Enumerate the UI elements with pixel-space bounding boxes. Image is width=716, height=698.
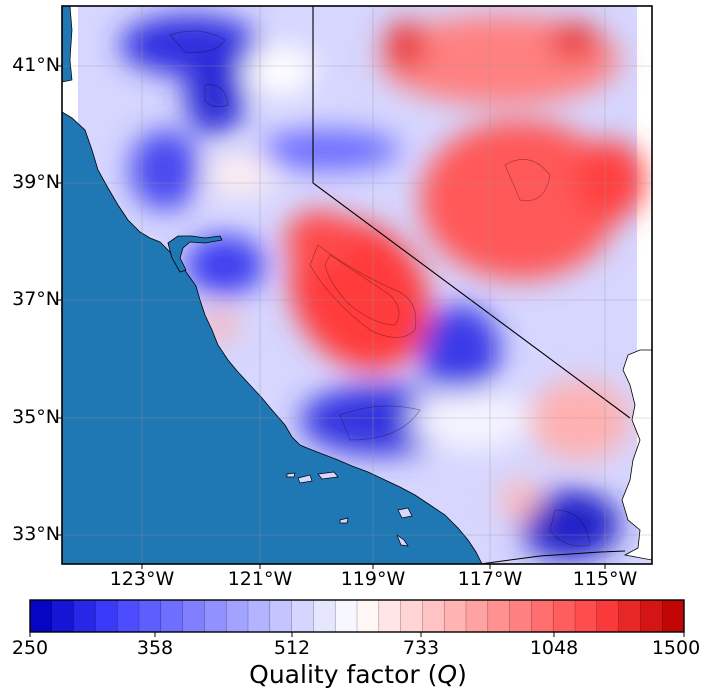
colorbar-cell <box>596 599 620 633</box>
q-high-northeast <box>550 22 600 58</box>
colorbar-cell <box>378 599 402 633</box>
colorbar-tick-1500: 1500 <box>651 637 701 659</box>
q-mid-sacramento <box>205 155 275 195</box>
colorbar-cell <box>661 599 685 633</box>
q-high-south <box>500 480 540 520</box>
q-high-east <box>575 140 645 220</box>
contour-lines <box>169 30 591 547</box>
colorbar-tick-1048: 1048 <box>529 637 579 659</box>
lat-label-33: 33°N <box>12 523 60 545</box>
colorbar-title-prefix: Quality factor ( <box>249 660 438 689</box>
q-high-nevada <box>420 120 620 280</box>
colorbar-cell <box>509 599 532 633</box>
q-mid-north <box>245 45 315 95</box>
colorbar-tick-250: 250 <box>11 637 49 659</box>
colorbar-cell <box>400 599 423 633</box>
lon-label-121: 121°W <box>227 568 293 590</box>
q-low-coast-north <box>130 130 200 210</box>
colorbar-tick-358: 358 <box>136 637 174 659</box>
lat-label-37: 37°N <box>12 288 60 310</box>
colorbar-cell <box>247 599 271 633</box>
q-mid-mojave <box>410 390 530 450</box>
north-coast-water <box>62 6 73 83</box>
border-us-mexico <box>479 550 626 564</box>
lon-label-119: 119°W <box>340 568 406 590</box>
colorbar-cell <box>138 599 162 633</box>
sf-bay <box>167 235 223 273</box>
colorbar-cell <box>29 599 53 633</box>
colorbar-ticks <box>29 632 685 637</box>
colorbar-cell <box>640 599 663 633</box>
colorbar-cell <box>443 599 467 633</box>
colorbar-cell <box>160 599 184 633</box>
colorbar-cell <box>269 599 293 633</box>
q-low-mojave <box>420 305 500 395</box>
lat-label-39: 39°N <box>12 171 60 193</box>
colorbar-cell <box>313 599 336 633</box>
lat-label-41: 41°N <box>12 54 60 76</box>
colorbar-cell <box>95 599 118 633</box>
colorbar-tick-733: 733 <box>402 637 440 659</box>
colorbar-cell <box>51 599 75 633</box>
q-high-central-valley-north <box>285 210 355 270</box>
q-high-south-east <box>530 380 630 460</box>
lat-label-35: 35°N <box>12 406 60 428</box>
colorbar-frame <box>29 599 685 633</box>
colorbar-cell <box>291 599 314 633</box>
q-low-bay-area <box>185 235 265 295</box>
colorbar-cell <box>334 599 358 633</box>
axis-ticks <box>57 65 606 569</box>
q-low-transverse <box>300 385 460 455</box>
channel-islands <box>286 471 413 547</box>
no-data-east-strip <box>637 6 652 462</box>
pacific-ocean <box>62 6 483 564</box>
gridlines <box>62 6 652 564</box>
colorbar-cell <box>182 599 205 633</box>
lon-label-115: 115°W <box>572 568 638 590</box>
colorbar-cell <box>487 599 511 633</box>
colorbar-cell <box>465 599 489 633</box>
colorbar-cell <box>116 599 140 633</box>
colorbar-cell <box>422 599 445 633</box>
colorbar-cell <box>225 599 249 633</box>
lon-label-123: 123°W <box>109 568 175 590</box>
q-high-north-center <box>385 20 425 70</box>
lon-label-117: 117°W <box>457 568 523 590</box>
colorbar-cell <box>574 599 598 633</box>
colorbar-title: Quality factor (Q) <box>0 660 716 689</box>
map-frame <box>61 5 653 565</box>
colorbar-cell <box>552 599 576 633</box>
colorbar-cell <box>531 599 554 633</box>
colorbar-cell <box>356 599 380 633</box>
q-low-salton <box>520 490 620 560</box>
colorbar-tick-512: 512 <box>273 637 311 659</box>
colorbar-title-suffix: ) <box>457 660 467 689</box>
colorbar-cell <box>618 599 641 633</box>
colorbar-title-variable: Q <box>437 660 458 689</box>
east-boundary-area <box>621 349 652 561</box>
q-low-sierra-north <box>260 130 400 170</box>
colorbar-cell <box>73 599 96 633</box>
q-low-klamath <box>185 55 245 135</box>
colorbar <box>29 599 685 633</box>
colorbar-cell <box>204 599 227 633</box>
